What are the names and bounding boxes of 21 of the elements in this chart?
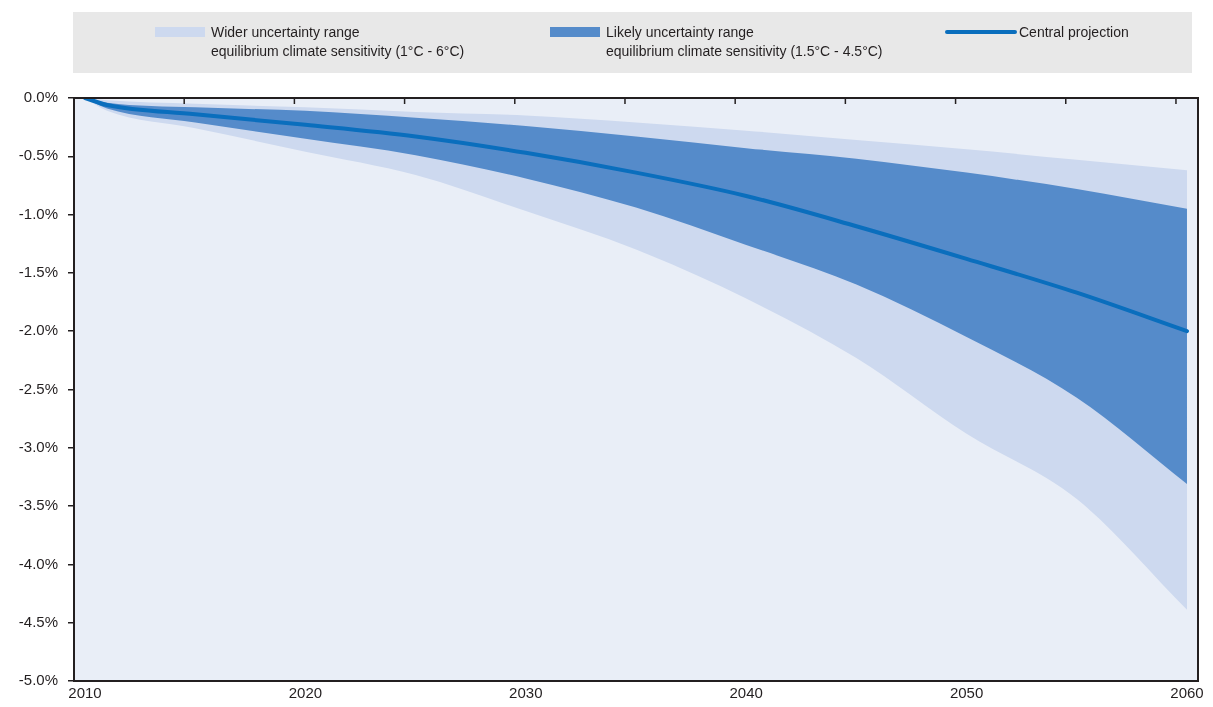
y-tick-label: -5.0% [18,671,58,689]
x-tick-label: 2030 [509,684,543,702]
y-tick-label: -2.0% [18,321,58,339]
y-tick-label: -4.0% [18,554,58,572]
y-tick-label: -4.5% [18,612,58,630]
legend-label: Likely uncertainty range equilibrium climate sensitivity (1.5°C - 4.5°C) [606,22,883,61]
x-tick-label: 2050 [949,684,984,702]
x-tick-label: 2040 [729,684,763,702]
x-tick-label: 2020 [288,684,323,702]
y-tick-label: -3.0% [18,437,58,455]
y-tick-label: -1.5% [18,263,58,281]
y-tick-label: -0.5% [18,146,58,164]
y-tick-label: -1.0% [18,204,58,222]
x-tick-label: 2060 [1170,684,1204,702]
legend-label: Wider uncertainty range equilibrium climate sensitivity (1°C - 6°C) [211,22,465,61]
text: Central projection [1019,22,1129,42]
line-series [83,98,1189,334]
y-tick-label: 0.0% [23,88,58,106]
x-tick-label: 2010 [68,684,102,702]
y-tick-label: -3.5% [18,496,58,514]
y-tick-label: -2.5% [18,379,58,397]
